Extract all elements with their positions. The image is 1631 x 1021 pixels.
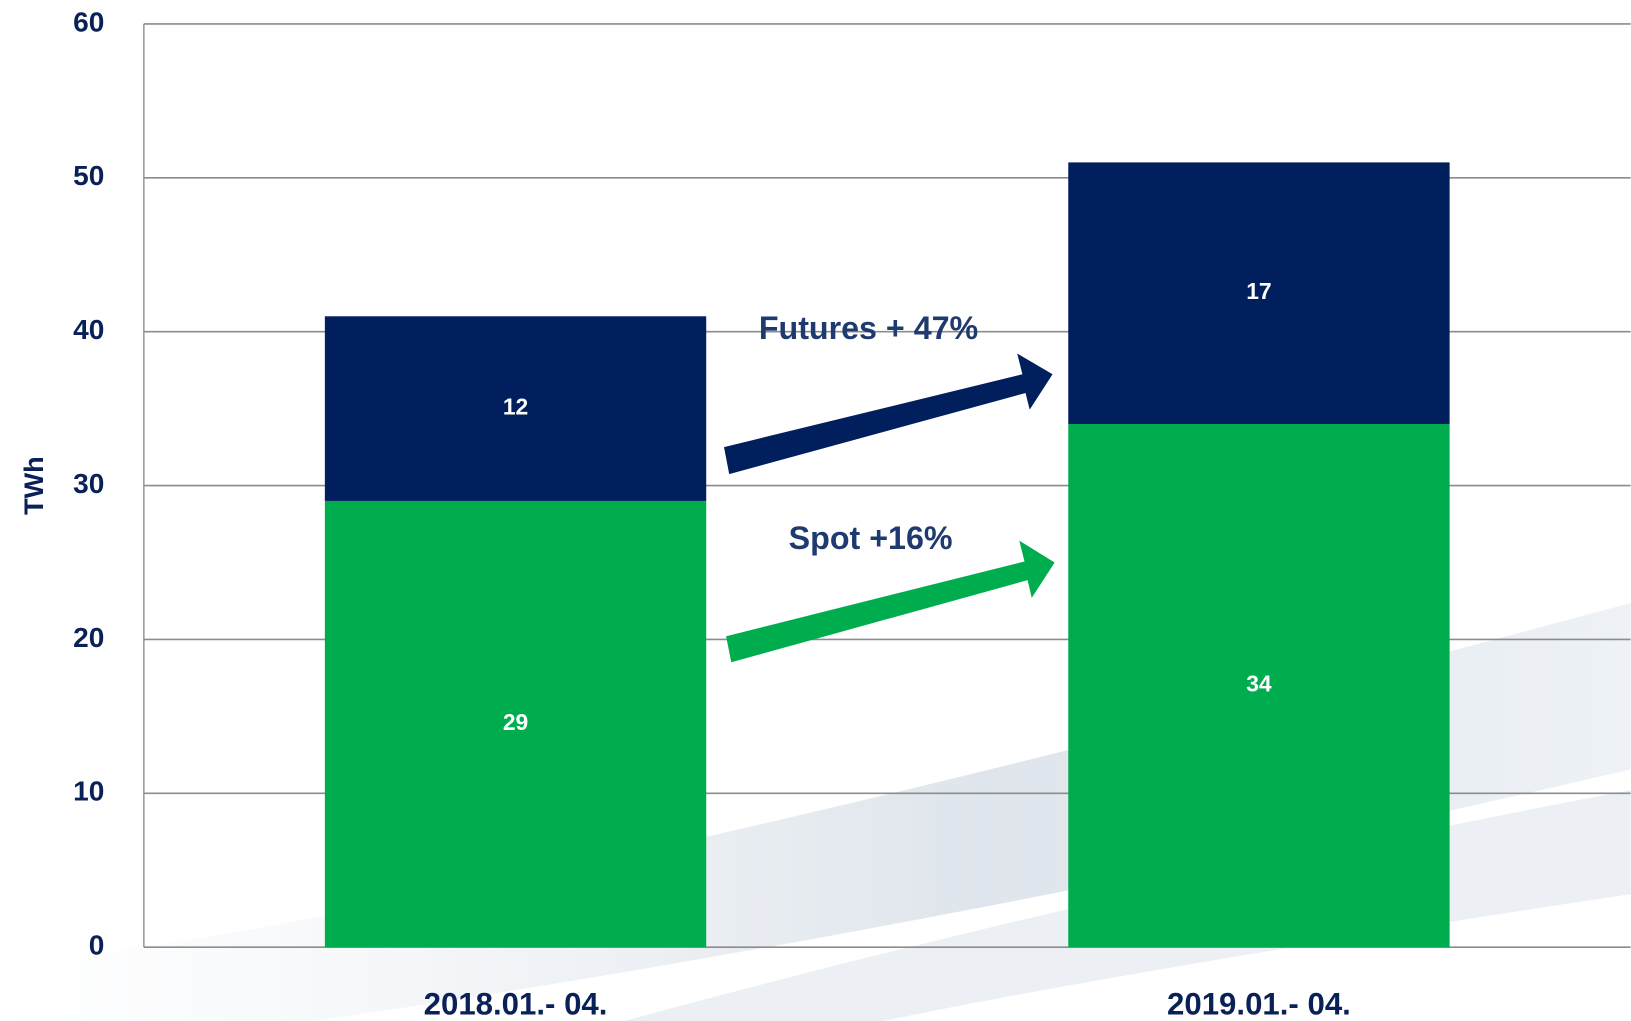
y-tick-label: 30: [73, 468, 104, 499]
y-tick-label: 0: [89, 930, 105, 961]
y-axis-label: TWh: [19, 456, 49, 515]
annotation: Futures + 47%: [759, 310, 978, 346]
x-tick-label: 2018.01.- 04.: [424, 987, 608, 1021]
spot-arrow: [726, 540, 1055, 663]
data-label: 17: [1246, 278, 1271, 304]
bar-segment: [324, 316, 707, 501]
x-tick-label: 2019.01.- 04.: [1167, 987, 1351, 1021]
data-label: 34: [1246, 671, 1272, 697]
bar-segment: [1068, 423, 1450, 948]
bar-segment: [324, 500, 707, 948]
data-label: 29: [503, 709, 528, 735]
y-tick-label: 20: [73, 622, 104, 653]
annotation: Spot +16%: [789, 520, 953, 556]
y-tick-label: 60: [73, 6, 104, 37]
futures-arrow: [724, 353, 1053, 475]
data-label: 12: [503, 394, 528, 420]
bar-segment: [1068, 162, 1450, 424]
y-tick-label: 40: [73, 314, 104, 345]
y-tick-label: 50: [73, 160, 104, 191]
y-tick-label: 10: [73, 776, 104, 807]
